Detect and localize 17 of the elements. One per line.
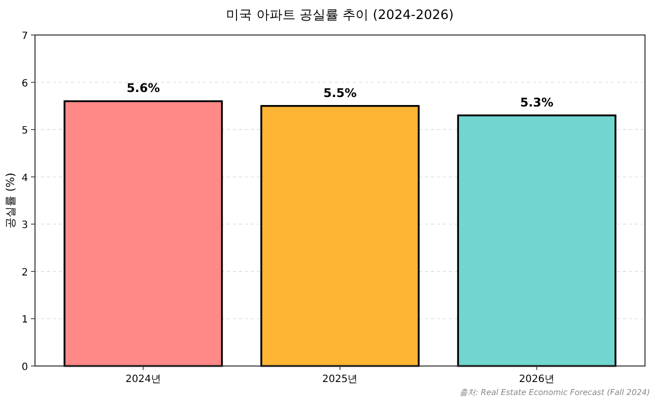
data-label: 5.5%: [323, 86, 357, 100]
y-tick-label: 2: [22, 267, 28, 278]
data-label: 5.6%: [126, 81, 160, 96]
y-tick-label: 1: [22, 314, 28, 326]
x-tick-label: 2025년: [322, 374, 358, 385]
y-tick-label: 6: [22, 78, 28, 90]
y-tick-label: 4: [22, 172, 28, 184]
y-tick-label: 7: [22, 31, 28, 42]
source-note: 출처: Real Estate Economic Forecast (Fall 2024): [460, 388, 650, 397]
x-tick-label: 2024년: [126, 374, 161, 385]
data-label: 5.3%: [520, 95, 554, 110]
y-tick-label: 0: [22, 362, 28, 373]
y-tick-label: 5: [22, 126, 28, 137]
x-tick-label: 2026년: [519, 374, 554, 385]
y-axis-title: 공실률 (%): [4, 172, 17, 228]
y-tick-label: 3: [22, 220, 28, 232]
chart-title: 미국 아파트 공실률 추이 (2024-2026): [226, 8, 454, 23]
